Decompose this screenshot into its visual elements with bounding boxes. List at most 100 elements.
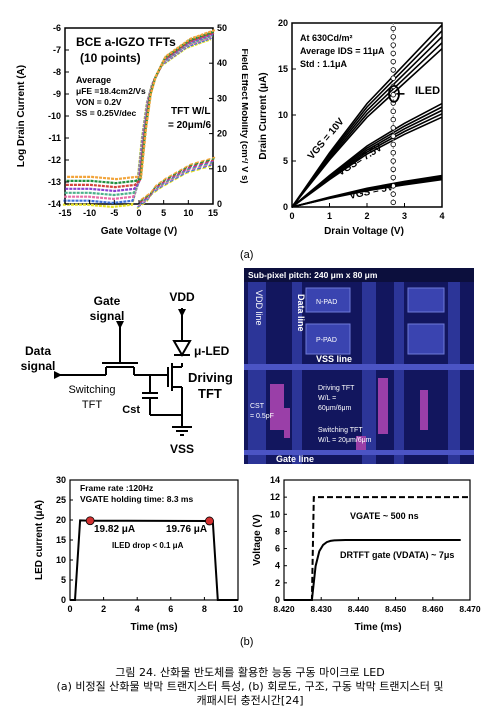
led-y-tick-label: 5 xyxy=(61,575,66,585)
led-y-tick-label: 15 xyxy=(56,535,66,545)
led-point-left xyxy=(85,516,95,526)
circuit-svg: VDD Gate signal Data signal μ-LED Drivin… xyxy=(21,290,233,456)
transfer-y-tick-label: -9 xyxy=(53,89,61,99)
circuit-data-2: signal xyxy=(21,359,56,373)
transfer-y2-tick-label: 0 xyxy=(217,199,222,209)
circuit-vss: VSS xyxy=(170,442,194,456)
transfer-avg-label: Average xyxy=(76,75,111,85)
voltage-svg: 8.420 8.430 8.440 8.450 8.460 8.470 14 12 10 8 6 4… xyxy=(252,475,481,633)
led-xlabel: Time (ms) xyxy=(130,622,177,633)
layout-vss-bar xyxy=(244,364,474,370)
transfer-curve-line xyxy=(66,30,215,185)
led-x-tick-label: 0 xyxy=(67,604,72,614)
transfer-x-tick-label: 5 xyxy=(161,208,166,218)
output-marker-point xyxy=(390,199,396,206)
transfer-x-tick-label: 10 xyxy=(183,208,193,218)
transfer-ss: SS = 0.25V/dec xyxy=(76,108,137,118)
vdd-arrow xyxy=(178,309,186,317)
transfer-plot: -15 -10 -5 0 5 10 15 -6 -7 -8 -9 -10 -11 -12 -13 -14 5… xyxy=(8,8,250,237)
voltage-x-ticks: 8.420 8.430 8.440 8.450 8.460 8.470 xyxy=(273,597,481,614)
micro-led-diode xyxy=(172,340,192,358)
output-marker-point xyxy=(390,67,396,73)
transfer-y-tick-label: -7 xyxy=(53,45,61,55)
transfer-y2-tick-label: 30 xyxy=(217,93,227,103)
transfer-ylabel-right: Field Effect Mobility (cm²/ V s) xyxy=(239,48,248,183)
transfer-wl-1: TFT W/L xyxy=(171,106,210,117)
output-marker-point xyxy=(390,174,396,181)
transfer-ylabel-left: Log Drain Current (A) xyxy=(16,65,27,167)
voltage-x-tick-label: 8.440 xyxy=(348,604,370,614)
transfer-y2-tick-label: 50 xyxy=(217,23,227,33)
output-marker-point xyxy=(390,116,396,123)
led-current-curve xyxy=(70,516,238,601)
transfer-y2-ticks: 50 40 30 20 10 0 xyxy=(209,23,227,209)
voltage-plot: 8.420 8.430 8.440 8.450 8.460 8.470 14 12 10 8 6 4… xyxy=(252,472,492,638)
output-x-tick-label: 1 xyxy=(327,211,332,221)
transfer-mu: μFE =18.4cm2/Vs xyxy=(76,86,146,96)
output-marker-point xyxy=(390,92,396,98)
output-x-tick-label: 0 xyxy=(289,211,294,221)
voltage-curves xyxy=(284,496,470,601)
output-x-tick-label: 4 xyxy=(439,211,444,221)
layout-gate-bar xyxy=(244,450,474,455)
transfer-x-ticks: -15 -10 -5 0 5 10 15 xyxy=(58,200,218,218)
output-info-3: Std : 1.1μA xyxy=(300,59,348,69)
output-marker-point xyxy=(390,166,396,172)
circuit-switching-1: Switching xyxy=(68,384,115,396)
layout-driving-3: 60μm/6μm xyxy=(318,405,352,412)
voltage-x-tick-label: 8.450 xyxy=(385,604,407,614)
led-y-tick-label: 10 xyxy=(56,555,66,565)
output-curve-line xyxy=(291,24,443,208)
transfer-y-ticks: -6 -7 -8 -9 -10 -11 -12 -13 -14 xyxy=(48,23,69,209)
transfer-von: VON = 0.2V xyxy=(76,97,122,107)
layout-tft-regions xyxy=(270,378,428,450)
output-y-tick-label: 0 xyxy=(283,202,288,212)
led-y-tick-label: 25 xyxy=(56,495,66,505)
led-x-tick-label: 2 xyxy=(101,604,106,614)
layout-n-pad xyxy=(305,287,351,313)
transfer-y2-tick-label: 40 xyxy=(217,58,227,68)
data-arrow xyxy=(54,371,62,379)
voltage-y-tick-label: 0 xyxy=(275,595,280,605)
output-marker-point xyxy=(390,141,396,148)
circuit-gate-2: signal xyxy=(90,309,125,323)
output-curve-line xyxy=(291,174,443,208)
output-x-ticks: 0 1 2 3 4 xyxy=(289,203,445,221)
drtft-gate-line xyxy=(284,539,461,601)
output-marker-point xyxy=(390,183,396,189)
voltage-x-tick-label: 8.420 xyxy=(273,604,295,614)
layout-image: Sub-pixel pitch: 240 μm x 80 μm VDD line… xyxy=(244,268,474,464)
output-marker-point xyxy=(390,133,396,139)
voltage-x-tick-label: 8.470 xyxy=(459,604,481,614)
circuit-vdd: VDD xyxy=(169,290,195,304)
output-marker-point xyxy=(390,58,396,65)
voltage-vgate-label: VGATE ~ 500 ns xyxy=(350,511,419,521)
figure-caption-3: 캐패시터 충전시간[24] xyxy=(196,694,304,707)
led-y-ticks: 30 25 20 15 10 5 0 xyxy=(56,475,73,605)
layout-switching-1: Switching TFT xyxy=(318,427,363,434)
led-val-right: 19.76 μA xyxy=(166,524,207,535)
output-marker-point xyxy=(390,50,396,57)
transfer-wl-2: = 20μm/6 xyxy=(168,120,212,131)
transfer-y-tick-label: -8 xyxy=(53,67,61,77)
led-current-line xyxy=(70,519,238,601)
output-info-2: Average IDS = 11μA xyxy=(300,46,385,56)
transfer-title-2: (10 points) xyxy=(80,51,141,65)
output-marker-point xyxy=(390,34,396,40)
layout-data-line: Data line xyxy=(296,294,306,332)
gate-arrow xyxy=(116,321,124,329)
layout-header-bar xyxy=(244,268,474,282)
circuit-data-1: Data xyxy=(25,344,51,358)
output-x-tick-label: 2 xyxy=(364,211,369,221)
transfer-y2-tick-label: 10 xyxy=(217,164,227,174)
led-holding-time: VGATE holding time: 8.3 ms xyxy=(80,494,193,504)
voltage-ylabel: Voltage (V) xyxy=(252,514,263,565)
transfer-y2-tick-label: 20 xyxy=(217,129,227,139)
led-x-tick-label: 6 xyxy=(168,604,173,614)
voltage-y-tick-label: 12 xyxy=(270,492,280,502)
layout-vss-line: VSS line xyxy=(316,354,352,364)
voltage-x-tick-label: 8.460 xyxy=(422,604,444,614)
output-marker-point xyxy=(390,150,396,156)
figure-label-b: (b) xyxy=(240,636,254,648)
layout-p-pad-label: P-PAD xyxy=(316,337,337,344)
